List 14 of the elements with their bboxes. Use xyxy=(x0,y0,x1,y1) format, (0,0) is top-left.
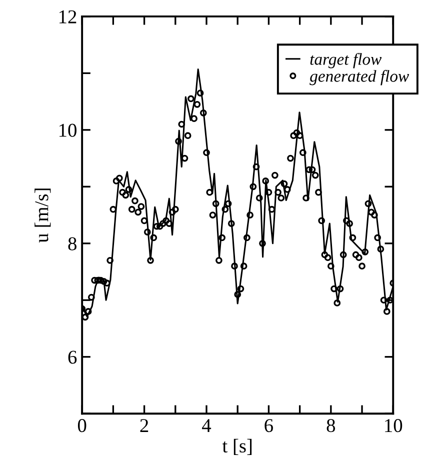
x-tick-label: 10 xyxy=(385,419,402,432)
y-tick-label: 10 xyxy=(59,124,76,137)
x-tick-label: 8 xyxy=(326,419,336,432)
y-tick-label: 6 xyxy=(68,350,77,364)
y-axis-title: u [m/s] xyxy=(34,188,51,243)
y-tick-label: 12 xyxy=(59,10,76,24)
x-tick-label: 6 xyxy=(264,419,273,432)
legend-label: generated flow xyxy=(310,70,409,86)
x-tick-label: 2 xyxy=(140,419,148,432)
y-tick-label: 8 xyxy=(68,237,76,250)
x-axis-title: t [s] xyxy=(222,438,252,455)
x-tick-label: 4 xyxy=(202,419,212,432)
legend-label: target flow xyxy=(310,52,382,68)
x-tick-label: 0 xyxy=(78,419,86,432)
